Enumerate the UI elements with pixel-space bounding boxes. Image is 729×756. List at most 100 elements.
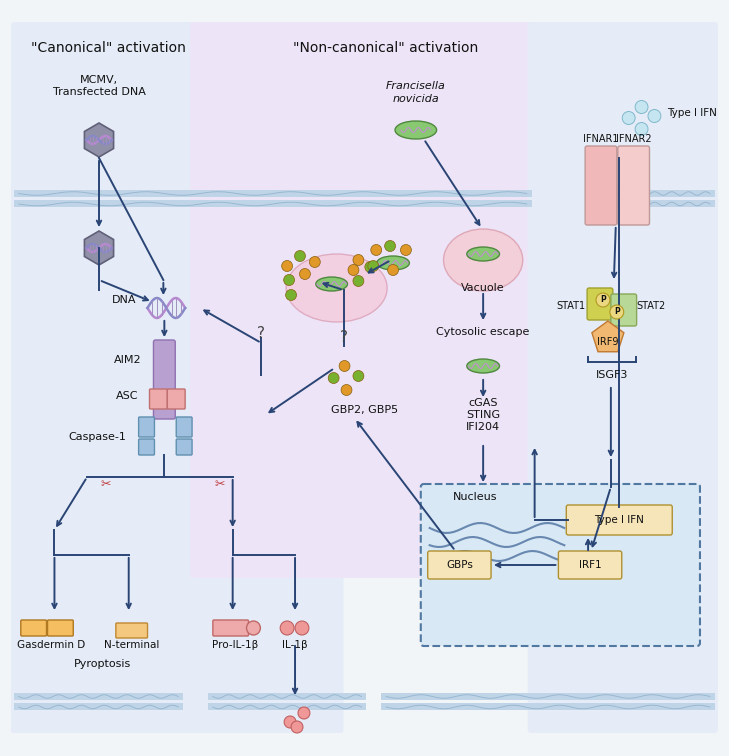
Text: "Non-canonical" activation: "Non-canonical" activation <box>294 41 479 55</box>
Circle shape <box>309 256 320 268</box>
Ellipse shape <box>467 247 499 261</box>
Circle shape <box>353 255 364 265</box>
Text: novicida: novicida <box>392 94 439 104</box>
FancyBboxPatch shape <box>611 294 636 326</box>
Text: ASC: ASC <box>116 391 139 401</box>
FancyBboxPatch shape <box>190 22 537 578</box>
Bar <box>208 693 366 700</box>
Circle shape <box>339 361 350 371</box>
FancyBboxPatch shape <box>428 551 491 579</box>
Text: Type I IFN: Type I IFN <box>594 515 644 525</box>
Text: IFNAR1: IFNAR1 <box>583 134 619 144</box>
Circle shape <box>295 250 305 262</box>
Circle shape <box>388 265 399 275</box>
Circle shape <box>281 261 292 271</box>
Circle shape <box>280 621 294 635</box>
FancyBboxPatch shape <box>116 623 147 638</box>
FancyBboxPatch shape <box>176 439 192 455</box>
FancyBboxPatch shape <box>585 146 617 225</box>
Text: IRF1: IRF1 <box>579 560 601 570</box>
Text: MCMV,
Transfected DNA: MCMV, Transfected DNA <box>52 75 146 97</box>
FancyBboxPatch shape <box>617 146 650 225</box>
Circle shape <box>635 101 648 113</box>
Circle shape <box>635 122 648 135</box>
FancyBboxPatch shape <box>154 340 175 419</box>
FancyBboxPatch shape <box>139 439 155 455</box>
Bar <box>14 190 531 197</box>
Text: IL-1β: IL-1β <box>282 640 308 650</box>
Circle shape <box>328 373 339 383</box>
Bar <box>14 703 183 710</box>
Circle shape <box>298 707 310 719</box>
Circle shape <box>348 265 359 275</box>
Bar <box>586 190 715 197</box>
Text: Pro-IL-1β: Pro-IL-1β <box>211 640 258 650</box>
Text: IRF9: IRF9 <box>597 337 619 347</box>
Text: ✂: ✂ <box>214 478 225 491</box>
FancyBboxPatch shape <box>421 484 700 646</box>
Text: DNA: DNA <box>112 295 136 305</box>
Ellipse shape <box>316 277 348 291</box>
Circle shape <box>610 305 624 319</box>
Text: "Canonical" activation: "Canonical" activation <box>31 41 187 55</box>
Bar <box>381 703 715 710</box>
FancyBboxPatch shape <box>528 22 718 733</box>
FancyBboxPatch shape <box>149 389 168 409</box>
Ellipse shape <box>286 254 387 322</box>
FancyBboxPatch shape <box>566 505 672 535</box>
Circle shape <box>291 721 303 733</box>
Circle shape <box>286 290 297 300</box>
Circle shape <box>284 716 296 728</box>
Circle shape <box>353 275 364 287</box>
Bar <box>14 693 183 700</box>
Circle shape <box>364 262 375 272</box>
Text: Vacuole: Vacuole <box>461 283 505 293</box>
Circle shape <box>295 621 309 635</box>
Text: Pyroptosis: Pyroptosis <box>74 659 132 669</box>
FancyBboxPatch shape <box>176 417 192 437</box>
FancyBboxPatch shape <box>213 620 249 636</box>
Bar <box>586 200 715 207</box>
Text: AIM2: AIM2 <box>114 355 141 365</box>
FancyBboxPatch shape <box>168 389 185 409</box>
Text: Type I IFN: Type I IFN <box>667 108 717 118</box>
FancyBboxPatch shape <box>11 22 343 733</box>
Circle shape <box>400 244 411 256</box>
Text: ✂: ✂ <box>101 478 112 491</box>
Bar <box>208 703 366 710</box>
Ellipse shape <box>395 121 437 139</box>
Text: GBPs: GBPs <box>446 560 473 570</box>
FancyBboxPatch shape <box>587 288 613 320</box>
Text: ?: ? <box>257 326 265 340</box>
Polygon shape <box>85 231 114 265</box>
Text: Cytosolic escape: Cytosolic escape <box>437 327 530 337</box>
Circle shape <box>300 268 311 280</box>
Circle shape <box>596 293 610 307</box>
Text: Caspase-1: Caspase-1 <box>69 432 127 442</box>
Bar <box>14 200 531 207</box>
Text: cGAS
STING
IFI204: cGAS STING IFI204 <box>466 398 500 432</box>
FancyBboxPatch shape <box>47 620 73 636</box>
Text: P: P <box>614 308 620 317</box>
Ellipse shape <box>467 359 499 373</box>
Circle shape <box>246 621 260 635</box>
Circle shape <box>368 261 378 271</box>
Text: ?: ? <box>340 330 348 345</box>
Text: IFNAR2: IFNAR2 <box>616 134 652 144</box>
Text: N-terminal: N-terminal <box>104 640 160 650</box>
Polygon shape <box>592 321 624 352</box>
FancyBboxPatch shape <box>21 620 47 636</box>
Polygon shape <box>85 123 114 157</box>
Text: Francisella: Francisella <box>386 81 445 91</box>
Text: GBP2, GBP5: GBP2, GBP5 <box>331 405 398 415</box>
Ellipse shape <box>377 256 410 270</box>
Bar <box>381 693 715 700</box>
Text: P: P <box>600 296 606 305</box>
Circle shape <box>371 244 382 256</box>
Circle shape <box>623 111 635 125</box>
Text: ISGF3: ISGF3 <box>596 370 628 380</box>
Circle shape <box>353 370 364 382</box>
Text: STAT1: STAT1 <box>556 301 585 311</box>
Ellipse shape <box>443 229 523 291</box>
Circle shape <box>385 240 396 252</box>
